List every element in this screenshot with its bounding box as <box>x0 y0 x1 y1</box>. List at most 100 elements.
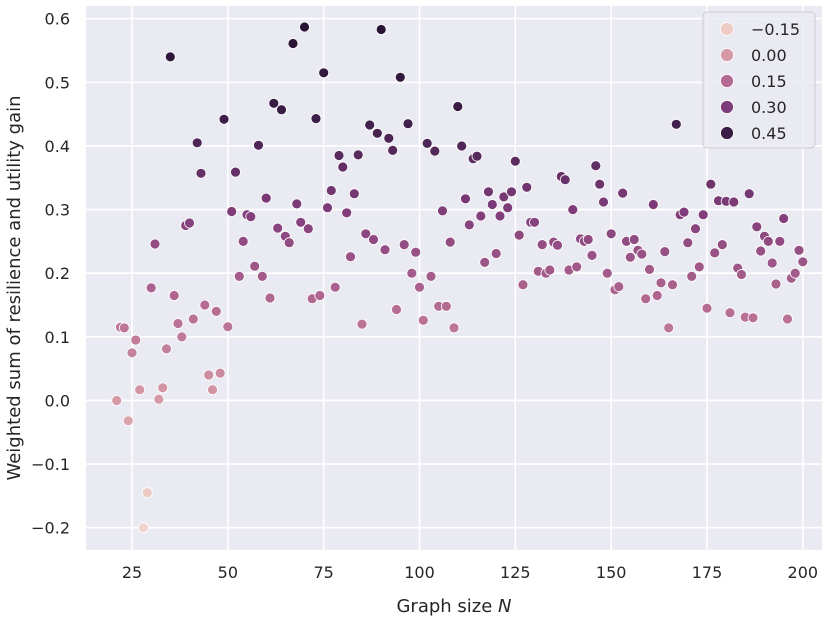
data-point <box>490 248 502 259</box>
data-point <box>651 290 663 301</box>
data-point <box>168 290 180 301</box>
legend-marker <box>720 126 734 140</box>
data-point <box>360 228 372 240</box>
data-point <box>709 247 721 259</box>
data-point <box>333 150 345 161</box>
data-point <box>747 312 759 324</box>
data-point <box>686 270 698 282</box>
x-tick-label: 150 <box>596 563 627 582</box>
data-point <box>276 104 287 116</box>
data-point <box>448 322 460 334</box>
data-point <box>249 260 261 272</box>
data-point <box>628 234 640 245</box>
data-point <box>245 211 257 223</box>
data-point <box>456 140 468 152</box>
legend-label: 0.00 <box>751 46 787 65</box>
data-point <box>111 395 123 406</box>
data-point <box>383 132 395 144</box>
data-point <box>716 239 728 251</box>
data-point <box>145 282 157 294</box>
y-tick-label: 0.1 <box>45 328 70 347</box>
data-point <box>762 235 774 247</box>
legend-marker <box>720 48 734 62</box>
data-point <box>310 113 322 124</box>
data-point <box>444 236 456 248</box>
data-point <box>636 248 648 260</box>
data-point <box>149 238 161 250</box>
data-point <box>337 161 349 173</box>
data-point <box>237 235 249 247</box>
data-point <box>644 263 655 275</box>
data-point <box>414 281 425 293</box>
data-point <box>191 137 203 149</box>
data-point <box>230 166 241 178</box>
data-point <box>682 237 694 249</box>
legend-marker <box>720 74 734 88</box>
data-point <box>260 192 272 204</box>
data-point <box>203 369 215 381</box>
legend-label: 0.45 <box>751 124 787 143</box>
data-point <box>130 334 142 346</box>
data-point <box>479 256 491 268</box>
y-tick-label: −0.1 <box>31 455 70 474</box>
data-point <box>322 202 333 214</box>
x-tick-label: 50 <box>218 563 238 582</box>
data-point <box>463 219 475 231</box>
data-point <box>210 305 222 317</box>
x-tick-label: 175 <box>692 563 723 582</box>
plot-background <box>86 6 822 550</box>
data-point <box>410 246 422 258</box>
data-point <box>341 207 353 219</box>
data-point <box>678 206 690 218</box>
data-point <box>368 234 379 245</box>
data-point <box>509 155 521 167</box>
data-point <box>417 314 429 326</box>
x-axis-label: Graph size N <box>396 596 511 617</box>
data-point <box>138 522 149 534</box>
x-tick-label: 25 <box>122 563 142 582</box>
data-point <box>329 281 341 293</box>
data-point <box>670 118 682 130</box>
data-point <box>253 139 264 151</box>
data-point <box>214 367 226 379</box>
data-point <box>663 322 675 334</box>
legend-marker <box>720 100 734 114</box>
data-point <box>375 24 387 35</box>
data-point <box>398 239 410 251</box>
y-tick-label: 0.2 <box>45 264 70 283</box>
data-point <box>483 186 494 198</box>
data-point <box>437 205 448 217</box>
data-point <box>283 237 295 249</box>
data-point <box>743 188 755 200</box>
data-point <box>325 185 337 196</box>
data-point <box>157 382 169 394</box>
x-tick-label: 75 <box>313 563 333 582</box>
data-point <box>766 257 778 269</box>
data-point <box>187 313 199 325</box>
data-point <box>647 199 659 210</box>
x-tick-labels: 25 50 75 100 125 150 175 200 <box>122 563 818 582</box>
data-point <box>452 101 464 112</box>
data-point <box>345 251 356 263</box>
data-point <box>287 38 299 49</box>
data-point <box>164 51 176 63</box>
data-point <box>161 343 172 355</box>
data-point <box>617 187 629 199</box>
data-point <box>705 178 717 190</box>
y-axis-label: Weighted sum of resilience and utility g… <box>4 95 25 480</box>
data-point <box>605 228 617 240</box>
legend-marker <box>720 22 734 36</box>
data-point <box>126 347 138 359</box>
data-point <box>264 292 276 304</box>
data-point <box>118 322 130 334</box>
data-point <box>755 245 767 257</box>
data-point <box>521 181 533 193</box>
x-tick-label: 125 <box>500 563 531 582</box>
data-point <box>394 71 406 83</box>
data-point <box>302 223 314 235</box>
data-point <box>222 321 234 333</box>
data-point <box>693 261 705 273</box>
data-point <box>513 229 525 241</box>
data-point <box>782 313 793 325</box>
